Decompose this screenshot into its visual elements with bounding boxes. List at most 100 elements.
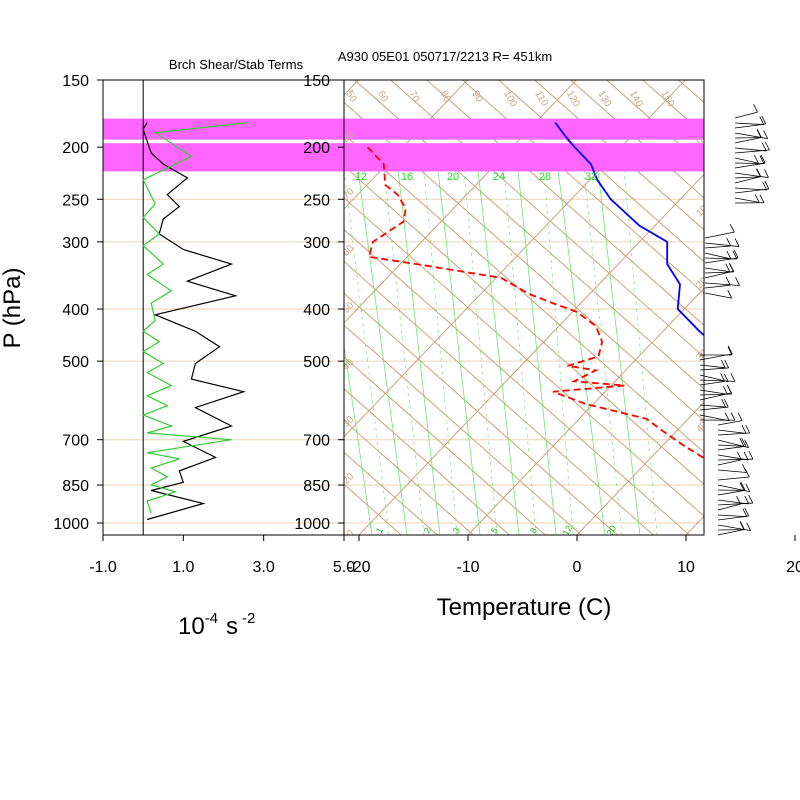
shear-stability-panel: 150 200 250 300 400 500 700 850 1000 -1.0 1.0 3.0 5… xyxy=(0,57,355,640)
mixing-ratio-bottom-label-12: 12 xyxy=(561,524,575,538)
isotherm--20 xyxy=(358,173,704,535)
wind-barb-feather xyxy=(726,384,732,394)
x-label-base: 10 xyxy=(178,613,205,640)
wind-barb-feather xyxy=(746,522,752,531)
wind-barb-feather xyxy=(760,154,766,164)
dry-adiabat--4 xyxy=(344,292,619,535)
dry-adiabat-5 xyxy=(425,80,704,326)
wind-barb-feather xyxy=(764,180,770,190)
wind-barb-feather xyxy=(723,386,728,395)
skew-t-line-labels: 50 60 70 80 90 100 110 120 130 140 150-80-70-60-50… xyxy=(338,89,710,538)
wind-barb-staff xyxy=(734,162,766,169)
left-x-axis-label: 10-4 s -2 xyxy=(178,610,255,640)
wind-barb-feather xyxy=(723,373,729,382)
wind-barb-feather xyxy=(744,468,750,478)
wind-barb-staff xyxy=(734,197,760,203)
mixing-ratio-dashed-7 xyxy=(623,169,658,535)
wind-barb-staff xyxy=(717,432,750,436)
wind-barb-staff xyxy=(704,257,739,264)
wind-barb-staff xyxy=(699,404,726,408)
wind-barb-staff xyxy=(704,267,730,273)
left-p-tick-label-500: 500 xyxy=(62,354,89,371)
left-p-tick-label-200: 200 xyxy=(62,140,89,157)
dry-adiabat-4 xyxy=(389,80,704,358)
left-p-tick-label-1000: 1000 xyxy=(53,516,89,533)
skew-t-p-tick-label-700: 700 xyxy=(303,433,330,450)
wind-barb-staff xyxy=(704,252,731,260)
wind-barb-staff xyxy=(699,406,729,411)
wind-barb-feather xyxy=(739,482,745,491)
dewpoint-profile xyxy=(366,146,704,460)
skew-t-p-tick-label-300: 300 xyxy=(303,235,330,252)
mixing-ratio-top-label-16: 16 xyxy=(401,171,413,183)
isotherm-label-left--20: -20 xyxy=(338,471,356,489)
highlight-band-right-0 xyxy=(344,118,704,140)
wind-barb-staff xyxy=(699,353,733,361)
wind-barb-feather xyxy=(762,181,768,191)
dry-adiabat-7 xyxy=(497,80,704,263)
wind-barbs xyxy=(699,103,770,536)
isotherm-label-left--40: -40 xyxy=(338,357,356,375)
mixing-ratio-dashed-5 xyxy=(543,169,574,535)
wind-barb-staff xyxy=(704,231,735,239)
mixing-ratio-bottom-label-5: 5 xyxy=(489,526,500,535)
isotherm--60 xyxy=(344,80,360,96)
wind-barb-staff xyxy=(717,458,753,461)
wind-barb-feather xyxy=(742,508,748,517)
skew-t-highlight-bands xyxy=(344,118,704,172)
mixing-ratio-bottom-label-2: 2 xyxy=(422,526,433,535)
wind-barb-feather xyxy=(741,438,747,447)
mixing-ratio-top-label-32: 32 xyxy=(585,171,597,183)
mixing-ratio-line-4 xyxy=(477,169,520,535)
wind-barb-feather xyxy=(727,345,733,355)
wind-barb-staff xyxy=(734,172,769,179)
wind-barb-staff xyxy=(704,292,732,299)
wind-barb-staff xyxy=(734,176,761,184)
mixing-ratio-line-1 xyxy=(357,169,408,535)
mixing-ratio-line-2 xyxy=(397,169,441,535)
left-series xyxy=(141,122,248,521)
wind-barb-staff xyxy=(717,469,747,473)
left-p-tick-label-250: 250 xyxy=(62,192,89,209)
wind-barb-staff xyxy=(734,132,768,140)
wind-barb-feather xyxy=(725,276,731,286)
wind-barb-feather xyxy=(741,425,747,434)
skew-t-x-tick-label-20: 20 xyxy=(786,559,800,576)
wind-barb-feather xyxy=(739,521,745,530)
wind-barb-feather xyxy=(740,482,746,491)
isotherm-label-left--70: -70 xyxy=(338,186,356,204)
wind-barb-staff xyxy=(717,489,746,496)
skew-t-p-tick-label-250: 250 xyxy=(303,192,330,209)
dry-adiabat--3 xyxy=(344,260,655,535)
mixing-ratio-bottom-label-8: 8 xyxy=(528,526,539,535)
x-label-unit: s xyxy=(226,613,238,640)
stability-term-line xyxy=(141,122,248,514)
dry-adiabat--7 xyxy=(344,388,511,535)
skew-t-background-grid xyxy=(0,28,704,535)
left-panel-title: Brch Shear/Stab Terms xyxy=(169,57,304,72)
wind-barb-staff xyxy=(734,176,761,179)
wind-barb-staff xyxy=(717,502,753,506)
mixing-ratio-dashed-2 xyxy=(423,169,458,535)
mixing-ratio-top-label-20: 20 xyxy=(447,171,459,183)
mixing-ratio-line-3 xyxy=(437,169,481,535)
wind-barb-feather xyxy=(754,154,759,164)
dry-adiabat-label-70: 70 xyxy=(406,89,421,105)
mixing-ratio-bottom-label-1: 1 xyxy=(374,526,385,535)
dry-adiabat-1 xyxy=(344,133,704,454)
dry-adiabat-6 xyxy=(461,80,704,295)
wind-barb-staff xyxy=(717,515,749,521)
isotherm-label-right-30: 30 xyxy=(694,347,710,363)
wind-barb-staff xyxy=(704,245,731,249)
wind-barb-feather xyxy=(761,115,767,125)
wind-barb-staff xyxy=(717,429,747,434)
dry-adiabat-label-120: 120 xyxy=(564,89,582,109)
dry-adiabat-8 xyxy=(533,80,704,231)
wind-barb-feather xyxy=(759,155,765,164)
isotherm--80 xyxy=(0,28,190,535)
isotherm-label-right-40: 40 xyxy=(694,419,710,435)
dry-adiabat-3 xyxy=(353,80,704,390)
wind-barb-staff xyxy=(734,111,758,119)
mixing-ratio-line-6 xyxy=(557,169,606,535)
